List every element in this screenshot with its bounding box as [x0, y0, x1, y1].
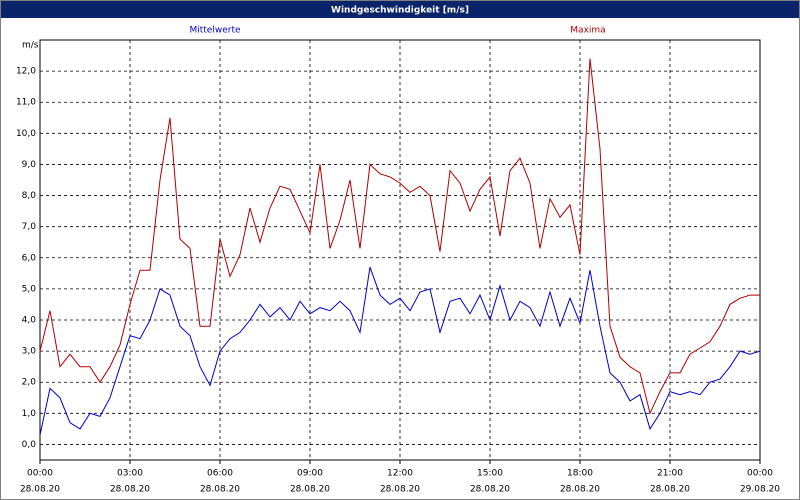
x-tick-label: 21:00	[657, 469, 683, 479]
x-tick-label: 03:00	[117, 469, 143, 479]
x-tick-label: 06:00	[207, 469, 233, 479]
y-tick-label: 5,0	[22, 284, 37, 294]
x-tick-date: 28.08.20	[650, 485, 690, 495]
title-bar	[1, 1, 799, 18]
legend-label: Maxima	[570, 26, 605, 36]
series-line	[39, 58, 760, 415]
y-tick-label: 1,0	[22, 409, 37, 419]
x-tick-date: 28.08.20	[200, 485, 240, 495]
x-tick-label: 00:00	[27, 469, 53, 479]
x-tick-date: 28.08.20	[470, 485, 510, 495]
x-tick-date: 28.08.20	[110, 485, 150, 495]
y-tick-label: 0,0	[22, 440, 37, 450]
x-tick-date: 28.08.20	[380, 485, 420, 495]
y-tick-label: 8,0	[22, 191, 37, 201]
x-tick-label: 18:00	[567, 469, 593, 479]
x-tick-date: 28.08.20	[560, 485, 600, 495]
series-line	[39, 266, 761, 436]
y-tick-label: 9,0	[22, 160, 37, 170]
x-tick-label: 00:00	[747, 469, 773, 479]
x-tick-date: 28.08.20	[20, 485, 60, 495]
x-tick-date: 28.08.20	[290, 485, 330, 495]
y-tick-label: 7,0	[22, 222, 37, 232]
chart-title: Windgeschwindigkeit [m/s]	[331, 6, 469, 16]
y-tick-label: 6,0	[22, 253, 37, 263]
legend-label: Mittelwerte	[189, 26, 240, 36]
y-tick-label: 11,0	[16, 98, 36, 108]
x-tick-label: 09:00	[297, 469, 323, 479]
y-tick-label: 12,0	[16, 67, 36, 77]
y-tick-label: 10,0	[16, 129, 36, 139]
y-tick-label: 3,0	[22, 347, 37, 357]
y-tick-label: 2,0	[22, 378, 37, 388]
x-tick-label: 12:00	[387, 469, 413, 479]
x-tick-label: 15:00	[477, 469, 503, 479]
x-tick-date: 29.08.20	[740, 485, 780, 495]
y-tick-label: 4,0	[22, 316, 37, 326]
y-unit: m/s	[22, 41, 39, 51]
